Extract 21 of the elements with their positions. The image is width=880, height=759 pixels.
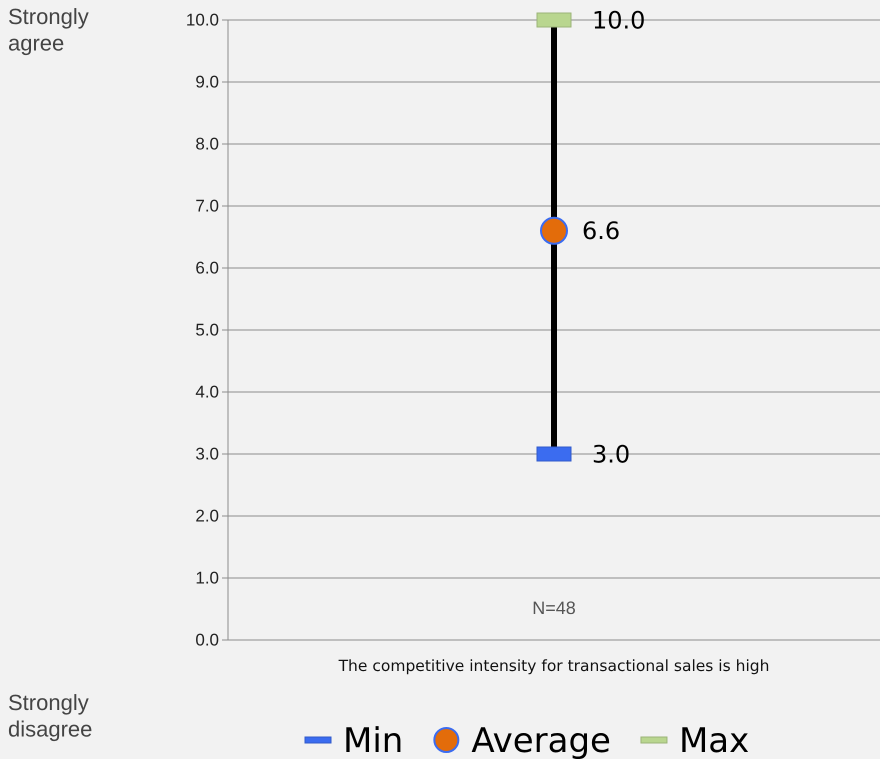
y-tick-label: 10.0 xyxy=(186,10,219,30)
y-tick-label: 3.0 xyxy=(195,444,219,464)
legend-label: Max xyxy=(678,720,750,759)
y-tick-label: 9.0 xyxy=(195,72,219,92)
data-label: 3.0 xyxy=(592,440,630,468)
y-tick-label: 2.0 xyxy=(195,506,219,526)
y-tick-label: 6.0 xyxy=(195,258,219,278)
y-tick-label: 0.0 xyxy=(195,630,219,650)
x-tick-label: The competitive intensity for transactional sales is high xyxy=(338,656,770,675)
legend-label: Min xyxy=(343,720,404,759)
data-label: 6.6 xyxy=(582,217,620,246)
legend-label: Average xyxy=(471,720,611,759)
text: Strongly disagree xyxy=(8,690,92,742)
text: Strongly agree xyxy=(8,4,89,56)
y-tick-label: 1.0 xyxy=(195,568,219,588)
y-tick-label: 8.0 xyxy=(195,134,219,154)
data-label: 10.0 xyxy=(592,6,646,34)
y-tick-label: 4.0 xyxy=(195,382,219,402)
y-tick-label: 5.0 xyxy=(195,320,219,340)
y-tick-label: 7.0 xyxy=(195,196,219,216)
annotation: N=48 xyxy=(532,598,576,618)
